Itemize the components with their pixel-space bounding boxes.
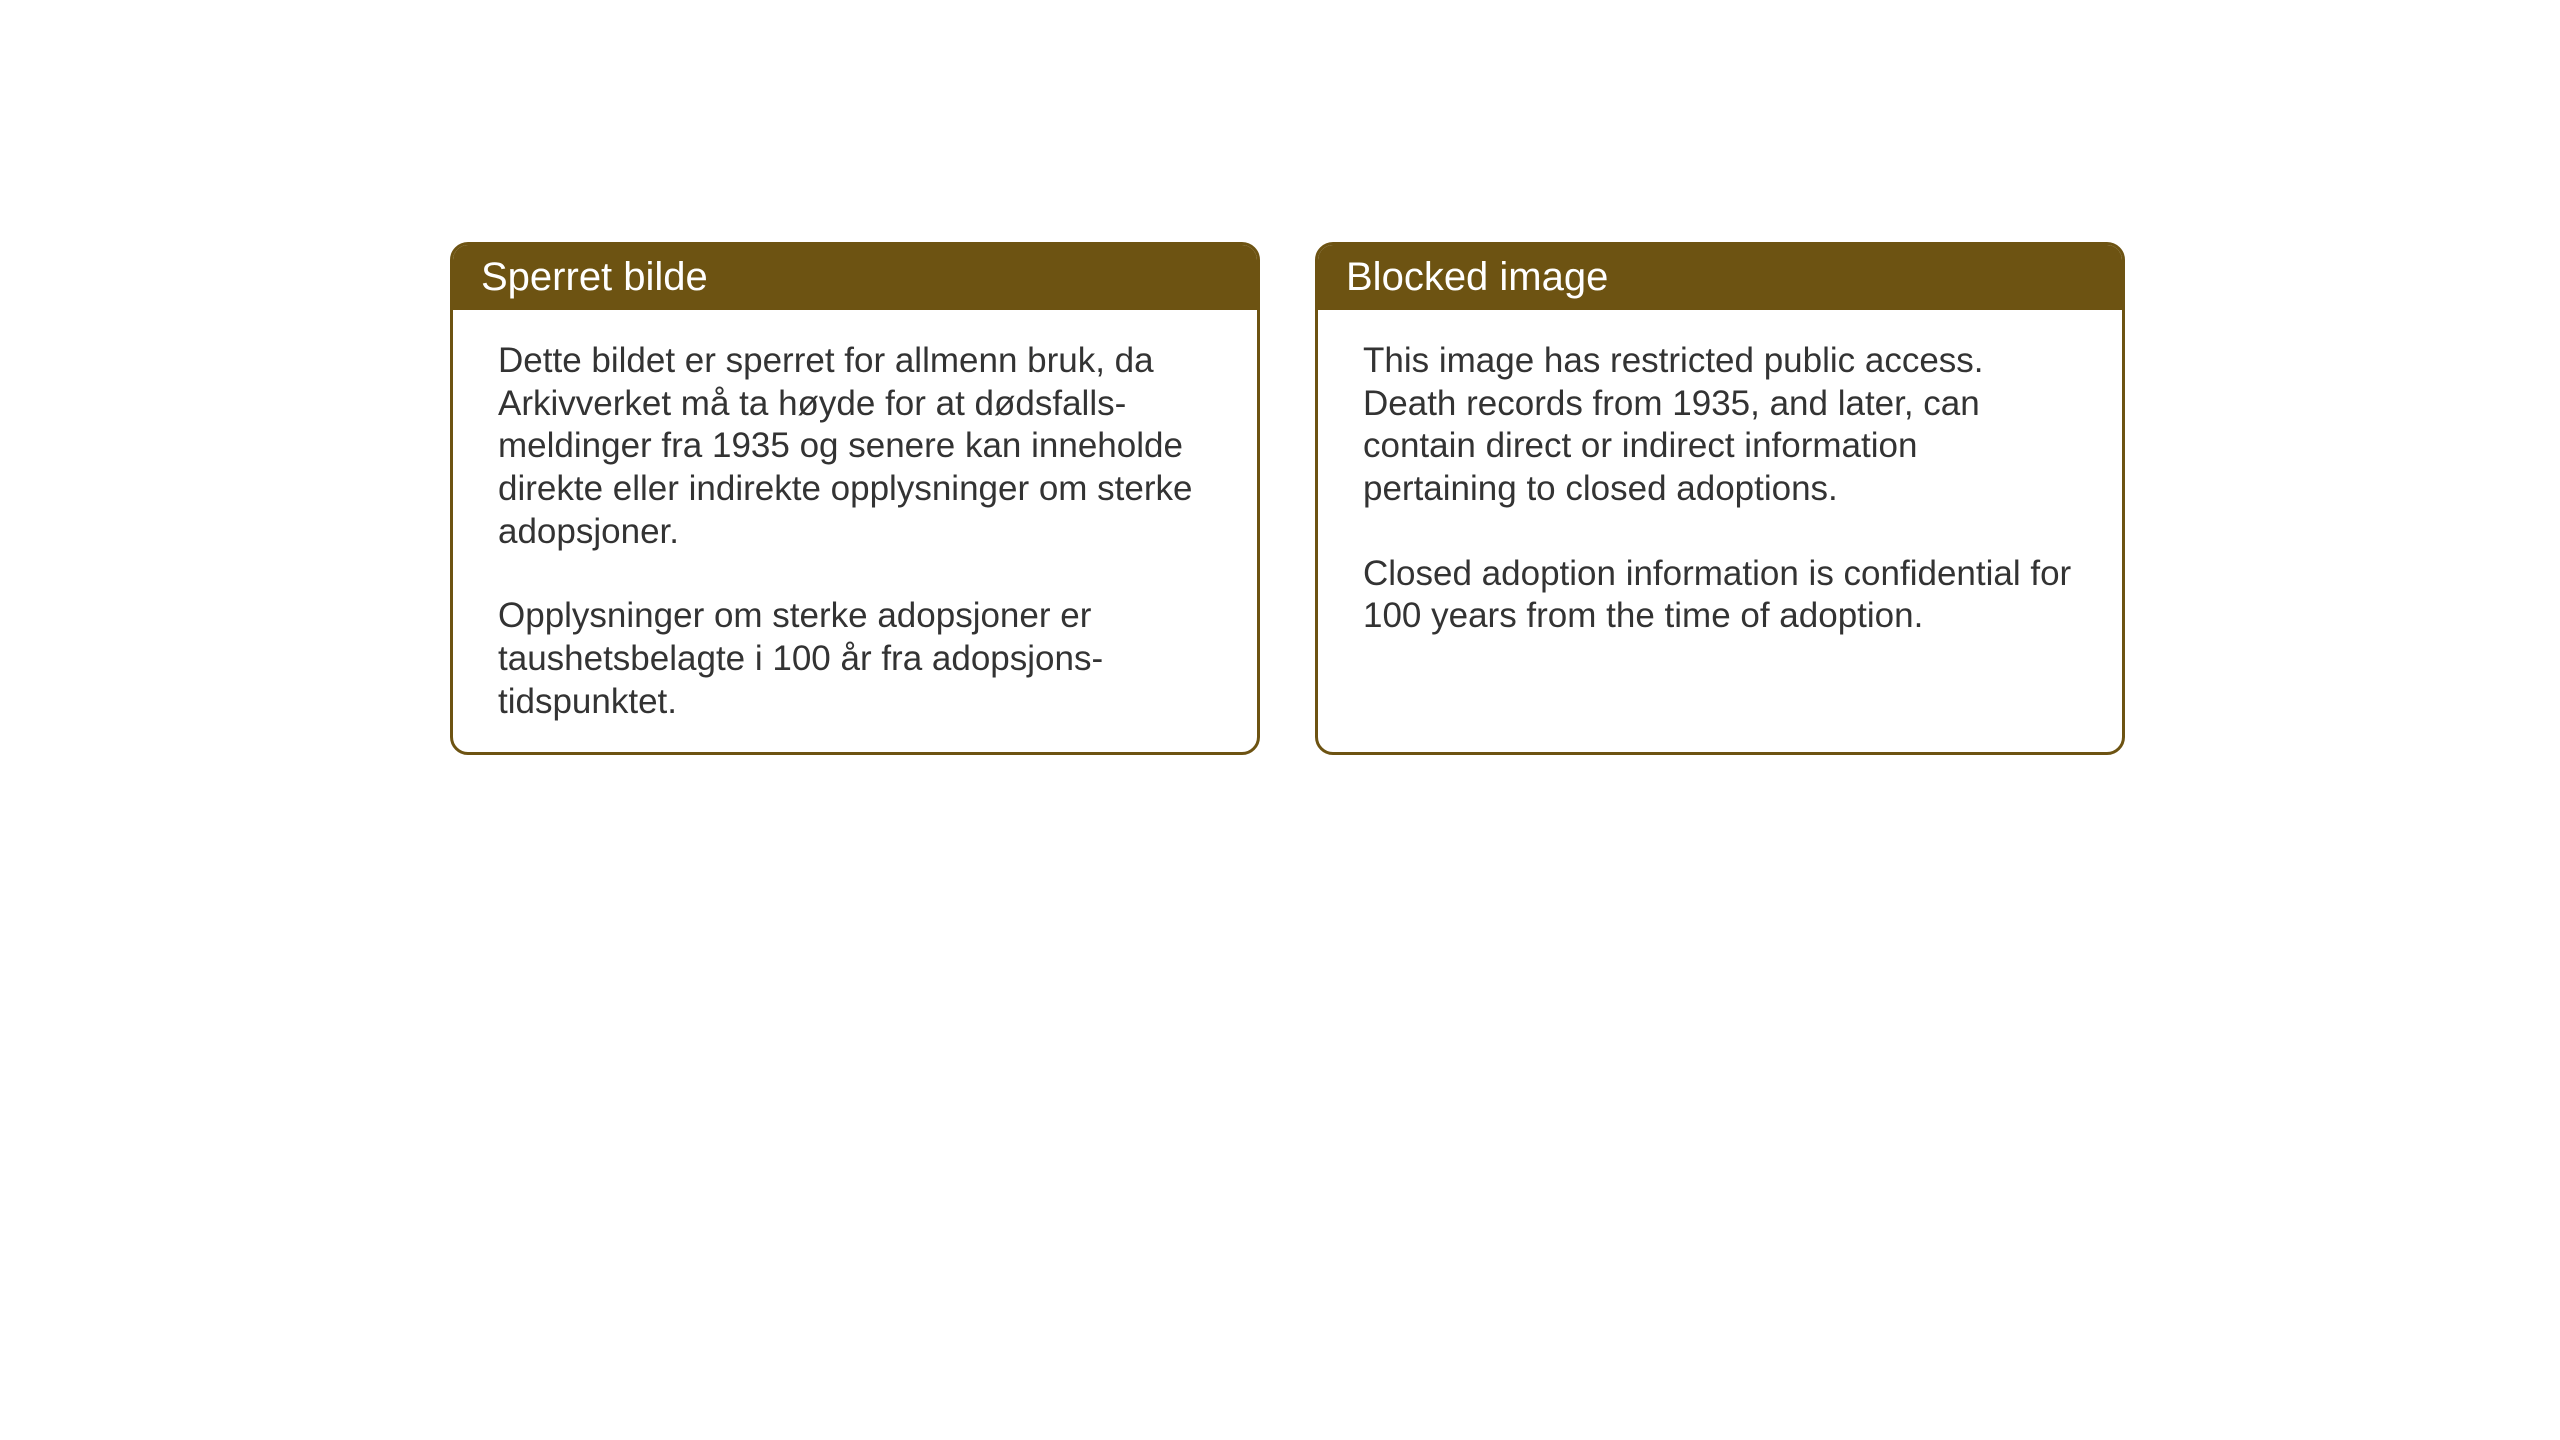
panel-header-right: Blocked image	[1318, 245, 2122, 310]
panel-para1-left: Dette bildet er sperret for allmenn bruk…	[498, 340, 1212, 553]
panel-title-left: Sperret bilde	[481, 255, 708, 299]
panel-para2-left: Opplysninger om sterke adopsjoner er tau…	[498, 595, 1212, 723]
panel-english: Blocked image This image has restricted …	[1315, 242, 2125, 755]
panel-title-right: Blocked image	[1346, 255, 1608, 299]
panel-norwegian: Sperret bilde Dette bildet er sperret fo…	[450, 242, 1260, 755]
panel-body-right: This image has restricted public access.…	[1318, 310, 2122, 668]
panel-body-left: Dette bildet er sperret for allmenn bruk…	[453, 310, 1257, 754]
panel-para2-right: Closed adoption information is confident…	[1363, 553, 2077, 638]
panels-container: Sperret bilde Dette bildet er sperret fo…	[450, 242, 2125, 755]
panel-para1-right: This image has restricted public access.…	[1363, 340, 2077, 511]
panel-header-left: Sperret bilde	[453, 245, 1257, 310]
